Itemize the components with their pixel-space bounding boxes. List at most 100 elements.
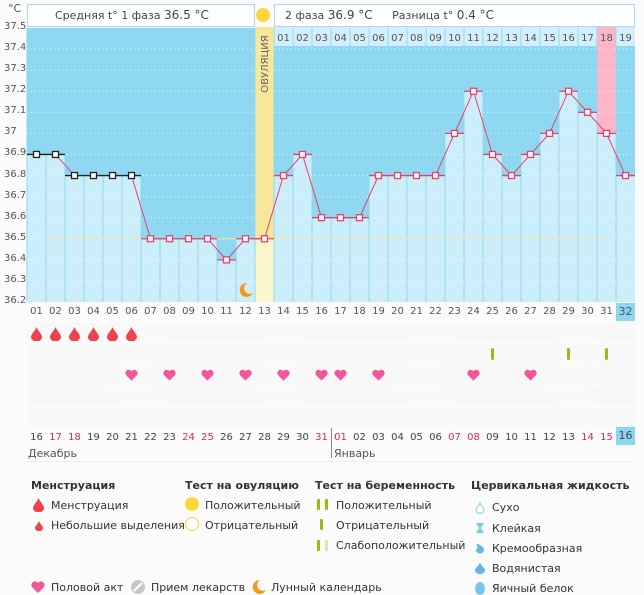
intercourse-heart-icon[interactable]: [334, 369, 347, 381]
intercourse-heart-icon[interactable]: [372, 369, 385, 381]
x-tick-label: 29: [562, 306, 575, 317]
diff-label: Разница t°: [392, 9, 454, 22]
phase2-label: 2 фаза: [285, 9, 325, 22]
menstruation-drop-icon[interactable]: [69, 327, 80, 341]
phase2-day-label: 15: [543, 33, 556, 44]
intercourse-heart-icon[interactable]: [125, 369, 138, 381]
phase2-day-label: 09: [429, 33, 442, 44]
calendar-day[interactable]: 24: [182, 432, 195, 443]
calendar-day[interactable]: 09: [486, 432, 499, 443]
menstruation-drop-icon[interactable]: [126, 327, 137, 341]
calendar-day[interactable]: 29: [277, 432, 290, 443]
temp-bar: [483, 154, 502, 302]
temp-point: [317, 214, 326, 222]
calendar-day[interactable]: 05: [410, 432, 423, 443]
temp-bar: [578, 112, 597, 302]
pregnancy-test-icon[interactable]: [567, 348, 570, 360]
legend-title-cervical: Цервикальная жидкость: [471, 479, 630, 492]
row-intercourse: [27, 366, 635, 385]
calendar-day[interactable]: 13: [562, 432, 575, 443]
calendar-day[interactable]: 01: [334, 432, 347, 443]
intercourse-heart-icon[interactable]: [467, 369, 480, 381]
menstruation-drop-icon[interactable]: [107, 327, 118, 341]
calendar-day[interactable]: 11: [524, 432, 537, 443]
y-tick-label: 36.8: [4, 168, 27, 180]
calendar-day[interactable]: 15: [600, 432, 613, 443]
phase2-day-label: 01: [277, 33, 290, 44]
intercourse-heart-icon[interactable]: [277, 369, 290, 381]
x-tick-label: 25: [486, 306, 499, 317]
calendar-day[interactable]: 07: [448, 432, 461, 443]
intercourse-heart-icon: [31, 581, 45, 593]
calendar-day[interactable]: 08: [467, 432, 480, 443]
legend-ovulation-positive: Положительный: [205, 499, 301, 512]
month-label-december: Декабрь: [28, 447, 77, 460]
temp-point: [222, 256, 231, 264]
intercourse-heart-icon[interactable]: [239, 369, 252, 381]
calendar-day[interactable]: 16: [30, 432, 43, 443]
menstruation-drop-icon[interactable]: [31, 327, 42, 341]
calendar-day[interactable]: 23: [163, 432, 176, 443]
calendar-day[interactable]: 26: [220, 432, 233, 443]
menstruation-drop-icon[interactable]: [88, 327, 99, 341]
calendar-day[interactable]: 17: [49, 432, 62, 443]
pregnancy-test-icon[interactable]: [491, 348, 494, 360]
x-tick-label: 14: [277, 306, 290, 317]
calendar-day[interactable]: 18: [68, 432, 81, 443]
calendar-day[interactable]: 19: [87, 432, 100, 443]
y-tick-label: 37.2: [4, 84, 27, 96]
calendar-day[interactable]: 02: [353, 432, 366, 443]
phase2-day-strip: [274, 27, 635, 46]
temp-point: [298, 150, 307, 159]
calendar-day[interactable]: 25: [201, 432, 214, 443]
calendar-day[interactable]: 30: [296, 432, 309, 443]
legend-pregnancy-weak: Слабоположительный: [336, 539, 466, 552]
intercourse-heart-icon[interactable]: [524, 369, 537, 381]
calendar-day[interactable]: 04: [391, 432, 404, 443]
calendar-day[interactable]: 21: [125, 432, 138, 443]
temp-bar: [312, 217, 331, 302]
calendar-day[interactable]: 31: [315, 432, 328, 443]
calendar-day[interactable]: 28: [258, 432, 271, 443]
calendar-day[interactable]: 10: [505, 432, 518, 443]
calendar-day[interactable]: 16: [616, 427, 635, 445]
calendar-day[interactable]: 20: [106, 432, 119, 443]
intercourse-heart-icon[interactable]: [315, 369, 328, 381]
temp-bar: [293, 154, 312, 302]
phase2-day-label: 12: [486, 33, 499, 44]
temp-bar: [217, 259, 236, 302]
row-extra-2: [27, 408, 635, 427]
temp-point: [203, 235, 212, 243]
intercourse-heart-icon[interactable]: [163, 369, 176, 381]
calendar-day[interactable]: 06: [429, 432, 442, 443]
row-menstruation: [27, 323, 635, 342]
phase2-day-label: 16: [562, 33, 575, 44]
calendar-day[interactable]: 03: [372, 432, 385, 443]
y-tick-label: 37.5: [4, 21, 27, 32]
calendar-day[interactable]: 14: [581, 432, 594, 443]
legend-pregnancy-positive: Положительный: [336, 499, 432, 512]
temp-point: [32, 150, 41, 159]
calendar-day[interactable]: 27: [239, 432, 252, 443]
y-axis-unit: °C: [8, 2, 22, 15]
x-tick-label: 18: [353, 306, 366, 317]
calendar-day[interactable]: 22: [144, 432, 157, 443]
temp-point: [545, 129, 554, 138]
x-tick-label: 05: [106, 306, 119, 317]
x-tick-label: 17: [334, 306, 347, 317]
menstruation-drop-icon[interactable]: [50, 327, 61, 341]
temp-bar: [141, 238, 160, 302]
phase2-day-label: 11: [467, 33, 480, 44]
intercourse-heart-icon[interactable]: [201, 369, 214, 381]
phase2-day-label: 02: [296, 33, 309, 44]
calendar-day[interactable]: 12: [543, 432, 556, 443]
cervical-sticky-icon: [476, 523, 484, 533]
row-tests: [27, 345, 635, 364]
y-tick-label: 37: [4, 126, 17, 138]
temp-point: [393, 171, 402, 180]
phase2-day-label: 08: [410, 33, 423, 44]
phase2-day-label: 14: [524, 33, 537, 44]
pregnancy-test-icon[interactable]: [605, 348, 608, 360]
cervical-watery-icon: [475, 562, 485, 574]
temp-bar: [160, 238, 179, 302]
